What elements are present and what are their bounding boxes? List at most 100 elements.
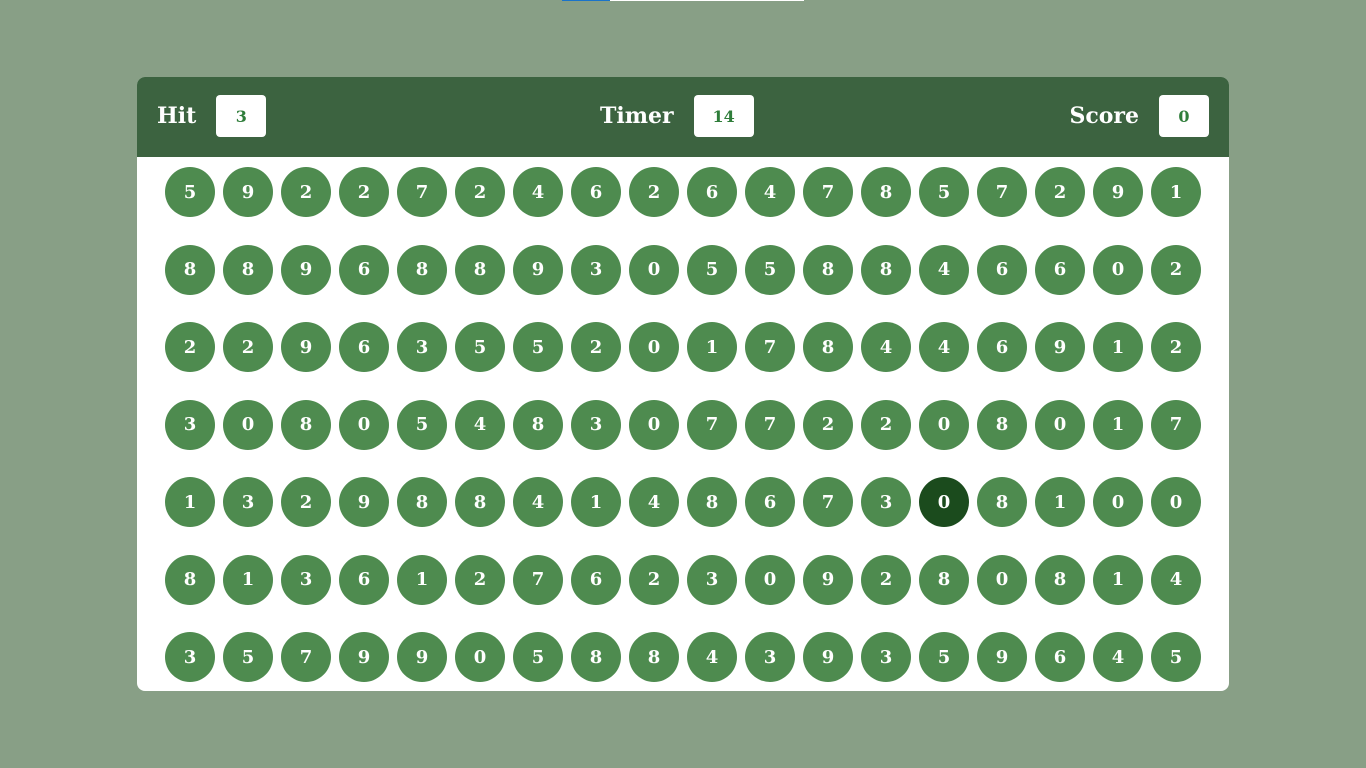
bubble[interactable]: 2 — [629, 167, 679, 217]
bubble-active[interactable]: 0 — [919, 477, 969, 527]
bubble[interactable]: 0 — [919, 399, 969, 450]
bubble[interactable]: 9 — [397, 632, 447, 682]
bubble[interactable]: 4 — [919, 244, 969, 295]
bubble[interactable]: 5 — [919, 167, 969, 217]
bubble[interactable]: 3 — [223, 477, 273, 527]
bubble[interactable]: 8 — [455, 244, 505, 295]
bubble[interactable]: 3 — [861, 632, 911, 682]
bubble[interactable]: 0 — [745, 554, 795, 605]
bubble[interactable]: 8 — [977, 399, 1027, 450]
bubble[interactable]: 3 — [745, 632, 795, 682]
bubble[interactable]: 8 — [977, 477, 1027, 527]
bubble[interactable]: 1 — [397, 554, 447, 605]
bubble[interactable]: 1 — [1035, 477, 1085, 527]
bubble[interactable]: 0 — [1035, 399, 1085, 450]
bubble[interactable]: 6 — [339, 554, 389, 605]
bubble[interactable]: 5 — [687, 244, 737, 295]
bubble[interactable]: 3 — [687, 554, 737, 605]
bubble[interactable]: 1 — [1093, 322, 1143, 372]
bubble[interactable]: 8 — [165, 244, 215, 295]
bubble[interactable]: 6 — [1035, 244, 1085, 295]
bubble[interactable]: 3 — [861, 477, 911, 527]
bubble[interactable]: 3 — [571, 399, 621, 450]
bubble[interactable]: 5 — [165, 167, 215, 217]
bubble[interactable]: 3 — [165, 632, 215, 682]
bubble[interactable]: 8 — [513, 399, 563, 450]
bubble[interactable]: 7 — [281, 632, 331, 682]
bubble[interactable]: 8 — [687, 477, 737, 527]
bubble[interactable]: 0 — [629, 399, 679, 450]
bubble[interactable]: 8 — [455, 477, 505, 527]
bubble[interactable]: 3 — [281, 554, 331, 605]
bubble[interactable]: 0 — [629, 244, 679, 295]
bubble[interactable]: 8 — [281, 399, 331, 450]
bubble[interactable]: 2 — [1151, 244, 1201, 295]
bubble[interactable]: 8 — [861, 244, 911, 295]
bubble[interactable]: 8 — [803, 322, 853, 372]
bubble[interactable]: 1 — [165, 477, 215, 527]
bubble[interactable]: 4 — [455, 399, 505, 450]
bubble[interactable]: 0 — [223, 399, 273, 450]
bubble[interactable]: 6 — [339, 322, 389, 372]
bubble[interactable]: 8 — [165, 554, 215, 605]
bubble[interactable]: 6 — [745, 477, 795, 527]
bubble[interactable]: 6 — [977, 322, 1027, 372]
bubble[interactable]: 9 — [513, 244, 563, 295]
bubble[interactable]: 2 — [1151, 322, 1201, 372]
bubble[interactable]: 9 — [1093, 167, 1143, 217]
bubble[interactable]: 2 — [281, 167, 331, 217]
bubble[interactable]: 2 — [803, 399, 853, 450]
bubble[interactable]: 9 — [281, 244, 331, 295]
bubble[interactable]: 8 — [397, 244, 447, 295]
bubble[interactable]: 3 — [571, 244, 621, 295]
bubble[interactable]: 7 — [745, 399, 795, 450]
bubble[interactable]: 9 — [281, 322, 331, 372]
bubble[interactable]: 5 — [1151, 632, 1201, 682]
bubble[interactable]: 8 — [223, 244, 273, 295]
bubble[interactable]: 7 — [397, 167, 447, 217]
bubble[interactable]: 0 — [1093, 477, 1143, 527]
bubble[interactable]: 2 — [455, 167, 505, 217]
bubble[interactable]: 1 — [223, 554, 273, 605]
bubble[interactable]: 3 — [397, 322, 447, 372]
bubble[interactable]: 7 — [977, 167, 1027, 217]
bubble[interactable]: 2 — [861, 554, 911, 605]
bubble[interactable]: 2 — [571, 322, 621, 372]
bubble[interactable]: 1 — [1093, 399, 1143, 450]
bubble[interactable]: 9 — [1035, 322, 1085, 372]
bubble[interactable]: 6 — [571, 554, 621, 605]
bubble[interactable]: 4 — [687, 632, 737, 682]
bubble[interactable]: 5 — [745, 244, 795, 295]
bubble[interactable]: 4 — [1093, 632, 1143, 682]
bubble[interactable]: 4 — [861, 322, 911, 372]
bubble[interactable]: 1 — [1151, 167, 1201, 217]
bubble[interactable]: 9 — [339, 632, 389, 682]
bubble[interactable]: 0 — [629, 322, 679, 372]
bubble[interactable]: 8 — [919, 554, 969, 605]
bubble[interactable]: 1 — [571, 477, 621, 527]
bubble[interactable]: 5 — [223, 632, 273, 682]
bubble[interactable]: 9 — [803, 632, 853, 682]
bubble[interactable]: 4 — [513, 167, 563, 217]
bubble[interactable]: 8 — [571, 632, 621, 682]
bubble[interactable]: 2 — [165, 322, 215, 372]
bubble[interactable]: 9 — [223, 167, 273, 217]
bubble[interactable]: 8 — [1035, 554, 1085, 605]
bubble[interactable]: 4 — [629, 477, 679, 527]
bubble[interactable]: 7 — [745, 322, 795, 372]
bubble[interactable]: 7 — [513, 554, 563, 605]
bubble[interactable]: 3 — [165, 399, 215, 450]
bubble[interactable]: 7 — [803, 167, 853, 217]
bubble[interactable]: 4 — [745, 167, 795, 217]
bubble[interactable]: 5 — [919, 632, 969, 682]
bubble[interactable]: 9 — [339, 477, 389, 527]
bubble[interactable]: 2 — [281, 477, 331, 527]
bubble[interactable]: 4 — [1151, 554, 1201, 605]
bubble[interactable]: 7 — [803, 477, 853, 527]
bubble[interactable]: 4 — [919, 322, 969, 372]
bubble[interactable]: 0 — [1151, 477, 1201, 527]
bubble[interactable]: 1 — [1093, 554, 1143, 605]
bubble[interactable]: 6 — [977, 244, 1027, 295]
bubble[interactable]: 2 — [1035, 167, 1085, 217]
bubble[interactable]: 4 — [513, 477, 563, 527]
